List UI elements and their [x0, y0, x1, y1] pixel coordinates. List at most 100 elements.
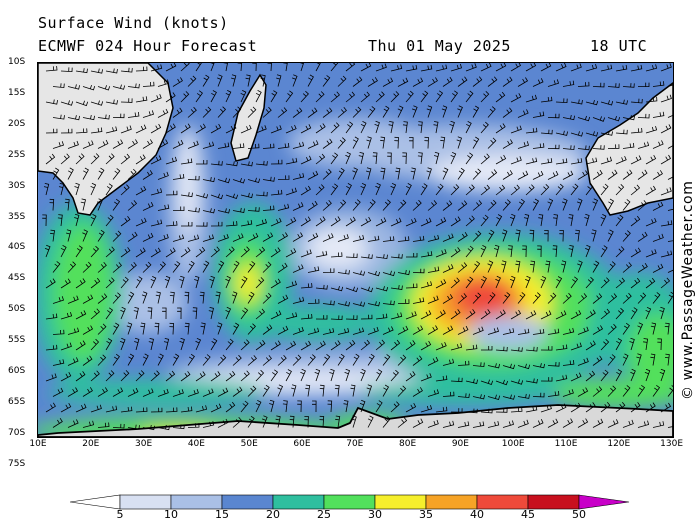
wind-barb	[622, 292, 632, 304]
wind-barb	[330, 122, 340, 134]
wind-barb	[142, 110, 155, 118]
wind-barb	[660, 94, 672, 103]
wind-barb	[262, 143, 275, 149]
wind-barb	[397, 299, 410, 304]
wind-barb	[570, 131, 584, 137]
wind-barb	[57, 214, 63, 227]
wind-barb	[352, 301, 366, 307]
wind-barb	[97, 229, 105, 242]
wind-barb	[247, 291, 255, 304]
wind-barb	[517, 419, 529, 428]
wind-barb	[82, 387, 93, 397]
wind-barb	[165, 370, 176, 382]
lon-label: 90E	[451, 439, 469, 449]
wind-barb	[300, 216, 311, 227]
wind-barb	[352, 136, 359, 149]
wind-barb	[532, 392, 545, 398]
wind-barb	[457, 421, 470, 428]
wind-barbs	[42, 63, 673, 431]
wind-barb	[285, 340, 297, 351]
wind-barb	[525, 63, 537, 72]
wind-barb	[517, 393, 530, 399]
wind-barb	[657, 338, 662, 351]
wind-barb	[441, 105, 448, 118]
wind-barb	[382, 326, 394, 335]
wind-barb	[133, 307, 139, 320]
scale-label: 20	[266, 508, 280, 521]
wind-barb	[315, 91, 325, 103]
wind-barb	[515, 260, 521, 273]
wind-barb	[397, 236, 410, 242]
wind-barb	[607, 169, 618, 180]
wind-barb	[300, 185, 311, 196]
wind-barb	[645, 125, 658, 134]
wind-barb	[435, 309, 446, 320]
wind-barb	[562, 80, 575, 87]
wind-barb	[120, 153, 131, 165]
wind-barb	[622, 169, 633, 180]
wind-barb	[127, 139, 138, 149]
wind-barb	[555, 310, 567, 320]
wind-barb	[532, 198, 540, 211]
wind-barb	[660, 250, 673, 258]
wind-barb	[405, 217, 417, 227]
wind-barb	[67, 140, 79, 149]
wind-barb	[82, 84, 96, 91]
wind-barb	[240, 90, 247, 103]
wind-barb	[375, 182, 381, 196]
wind-barb	[540, 310, 552, 320]
wind-barb	[532, 143, 545, 149]
wind-barb	[127, 291, 135, 304]
wind-barb	[305, 384, 311, 397]
wind-barb	[420, 64, 433, 72]
wind-barb	[472, 260, 481, 273]
wind-barb	[607, 144, 620, 149]
wind-barb	[240, 246, 250, 258]
wind-barb	[622, 230, 631, 242]
wind-barb	[577, 418, 589, 428]
wind-barb	[480, 153, 490, 165]
wind-barb	[630, 277, 641, 289]
wind-barb	[547, 198, 554, 211]
wind-barb	[585, 63, 598, 72]
wind-barb	[315, 184, 325, 196]
wind-barb	[607, 261, 616, 273]
wind-barb	[90, 277, 101, 289]
wind-barb	[315, 284, 328, 290]
wind-barb	[584, 213, 590, 227]
wind-barb	[157, 79, 169, 87]
wind-barb	[270, 189, 283, 196]
wind-barb	[585, 402, 596, 413]
wind-barb	[52, 329, 65, 335]
wind-barb	[388, 121, 394, 134]
wind-barb	[600, 214, 607, 227]
wind-barb	[645, 277, 656, 289]
wind-barb	[390, 339, 401, 351]
wind-barb	[127, 111, 140, 118]
wind-barb	[187, 423, 200, 428]
wind-barb	[150, 247, 161, 258]
wind-barb	[112, 139, 124, 149]
wind-barb	[52, 261, 61, 273]
wind-barb	[157, 108, 169, 118]
wind-barb	[164, 275, 171, 289]
wind-barb	[457, 167, 465, 180]
wind-barb	[650, 322, 657, 335]
wind-barb	[67, 357, 79, 366]
wind-barb	[502, 199, 511, 211]
wind-barb	[615, 338, 623, 351]
wind-barb	[570, 158, 583, 165]
wind-barb	[375, 339, 386, 351]
scale-label: 35	[419, 508, 433, 521]
wind-barb	[52, 141, 65, 149]
wind-barb	[600, 277, 610, 289]
wind-barb	[450, 277, 460, 289]
wind-barb	[240, 124, 252, 134]
wind-barb	[532, 78, 544, 87]
wind-barb	[517, 198, 525, 211]
wind-barb	[592, 386, 603, 397]
wind-barb	[555, 183, 564, 196]
wind-barb	[622, 83, 635, 88]
wind-barb	[530, 260, 536, 273]
lat-label: 35S	[8, 211, 26, 222]
